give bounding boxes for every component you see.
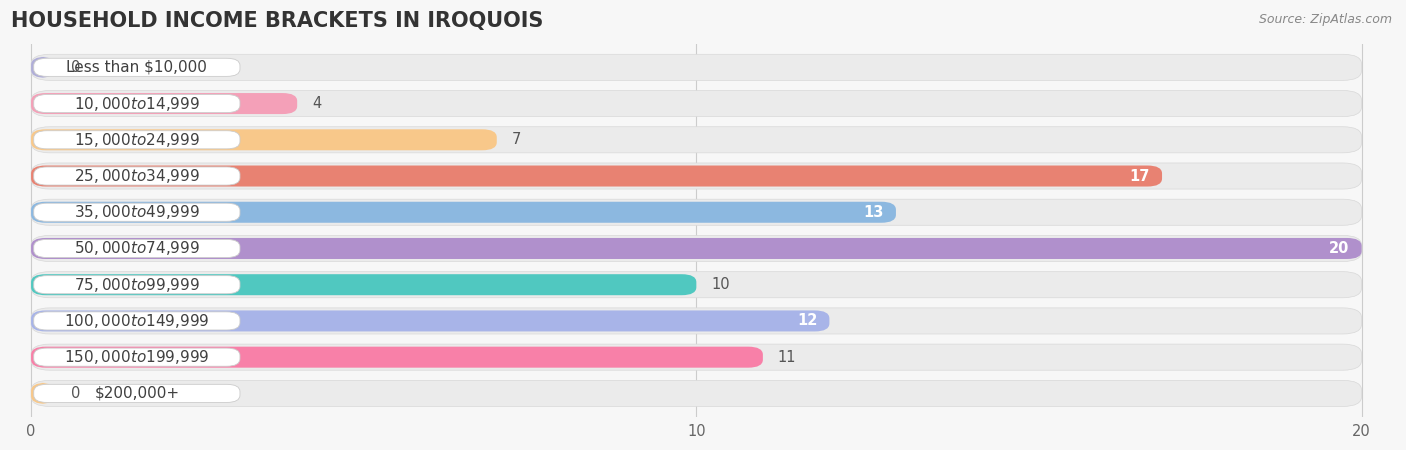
FancyBboxPatch shape <box>31 310 830 332</box>
Text: $200,000+: $200,000+ <box>94 386 180 401</box>
Text: 13: 13 <box>863 205 884 220</box>
FancyBboxPatch shape <box>31 346 763 368</box>
FancyBboxPatch shape <box>31 54 1361 81</box>
FancyBboxPatch shape <box>31 93 297 114</box>
Text: $15,000 to $24,999: $15,000 to $24,999 <box>75 131 200 149</box>
FancyBboxPatch shape <box>34 131 240 149</box>
FancyBboxPatch shape <box>31 202 896 223</box>
Text: $25,000 to $34,999: $25,000 to $34,999 <box>75 167 200 185</box>
Text: $150,000 to $199,999: $150,000 to $199,999 <box>65 348 209 366</box>
FancyBboxPatch shape <box>31 272 1361 298</box>
Text: 17: 17 <box>1129 168 1150 184</box>
Text: Less than $10,000: Less than $10,000 <box>66 60 207 75</box>
Text: 20: 20 <box>1329 241 1350 256</box>
FancyBboxPatch shape <box>31 90 1361 117</box>
FancyBboxPatch shape <box>34 167 240 185</box>
Text: 0: 0 <box>70 60 80 75</box>
Text: $100,000 to $149,999: $100,000 to $149,999 <box>65 312 209 330</box>
FancyBboxPatch shape <box>31 166 1161 186</box>
FancyBboxPatch shape <box>31 238 1361 259</box>
FancyBboxPatch shape <box>34 276 240 294</box>
Text: 4: 4 <box>312 96 321 111</box>
FancyBboxPatch shape <box>31 163 1361 189</box>
FancyBboxPatch shape <box>31 199 1361 225</box>
FancyBboxPatch shape <box>34 384 240 402</box>
FancyBboxPatch shape <box>31 235 1361 261</box>
FancyBboxPatch shape <box>31 127 1361 153</box>
FancyBboxPatch shape <box>31 383 55 404</box>
FancyBboxPatch shape <box>31 308 1361 334</box>
Text: $50,000 to $74,999: $50,000 to $74,999 <box>75 239 200 257</box>
Text: $10,000 to $14,999: $10,000 to $14,999 <box>75 94 200 112</box>
Text: $75,000 to $99,999: $75,000 to $99,999 <box>75 276 200 294</box>
Text: 7: 7 <box>512 132 520 147</box>
FancyBboxPatch shape <box>31 274 696 295</box>
FancyBboxPatch shape <box>31 129 496 150</box>
FancyBboxPatch shape <box>34 348 240 366</box>
Text: Source: ZipAtlas.com: Source: ZipAtlas.com <box>1258 14 1392 27</box>
FancyBboxPatch shape <box>34 94 240 112</box>
Text: 11: 11 <box>778 350 796 365</box>
Text: 10: 10 <box>711 277 730 292</box>
Text: 0: 0 <box>70 386 80 401</box>
FancyBboxPatch shape <box>34 58 240 76</box>
FancyBboxPatch shape <box>31 380 1361 406</box>
FancyBboxPatch shape <box>31 344 1361 370</box>
FancyBboxPatch shape <box>34 312 240 330</box>
Text: 12: 12 <box>797 314 817 328</box>
FancyBboxPatch shape <box>34 203 240 221</box>
FancyBboxPatch shape <box>31 57 55 78</box>
FancyBboxPatch shape <box>34 239 240 257</box>
Text: HOUSEHOLD INCOME BRACKETS IN IROQUOIS: HOUSEHOLD INCOME BRACKETS IN IROQUOIS <box>11 11 544 31</box>
Text: $35,000 to $49,999: $35,000 to $49,999 <box>75 203 200 221</box>
